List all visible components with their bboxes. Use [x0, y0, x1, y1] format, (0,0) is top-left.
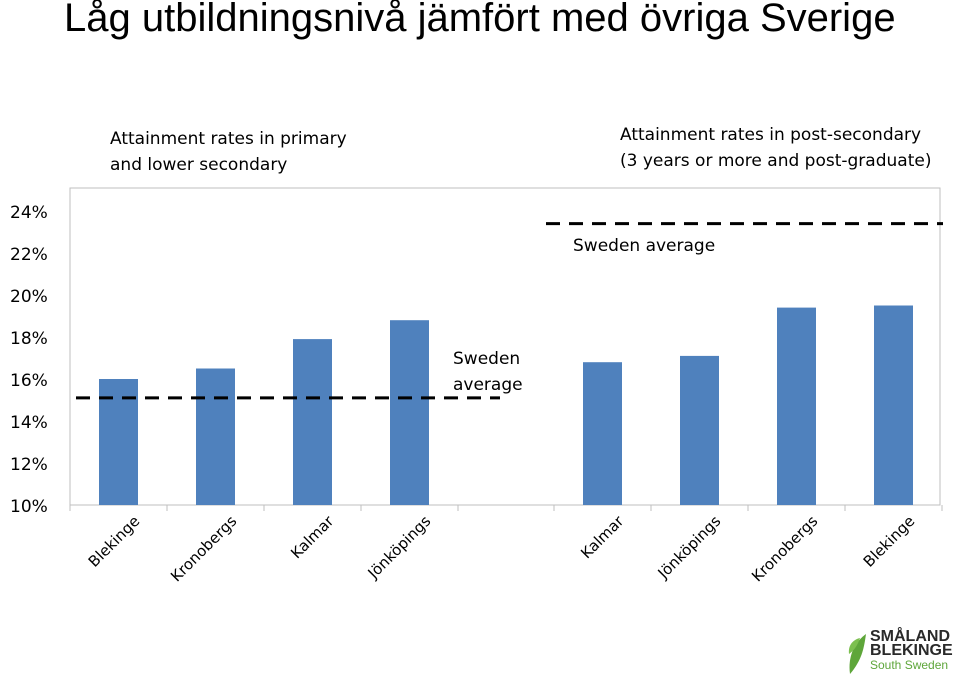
smaland-blekinge-logo: SMÅLAND BLEKINGE South Sweden [846, 628, 960, 677]
x-tick-label: Kalmar [577, 512, 628, 563]
logo-line-1: SMÅLAND [870, 628, 950, 645]
sweden-average-label: Sweden [453, 349, 520, 369]
x-tick-label: Blekinge [85, 512, 144, 571]
bar [293, 339, 332, 505]
bar [777, 307, 816, 505]
x-tick-label: Kalmar [287, 512, 338, 563]
y-tick-label: 24% [10, 203, 48, 223]
sweden-average-label: average [453, 375, 523, 395]
logo-line-2: BLEKINGE [870, 642, 953, 659]
logo-line-3: South Sweden [870, 658, 949, 672]
x-tick-label: Kronobergs [748, 512, 821, 585]
bar [390, 320, 429, 505]
y-tick-label: 18% [10, 329, 48, 349]
bar [874, 305, 913, 505]
panel-heading: Attainment rates in post-secondary [620, 125, 921, 145]
panel-heading: Attainment rates in primary [110, 129, 347, 149]
y-tick-label: 10% [10, 497, 48, 517]
y-tick-label: 14% [10, 413, 48, 433]
y-tick-label: 22% [10, 245, 48, 265]
y-tick-label: 20% [10, 287, 48, 307]
leaf-icon [848, 634, 866, 674]
x-tick-label: Jönköpings [654, 512, 725, 583]
slide-title: Låg utbildningsnivå jämfört med övriga S… [64, 0, 896, 40]
panel-heading: (3 years or more and post-graduate) [620, 151, 931, 171]
panel-heading: and lower secondary [110, 155, 287, 175]
bar [583, 362, 622, 505]
x-tick-label: Blekinge [860, 512, 919, 571]
sweden-average-label: Sweden average [573, 236, 715, 256]
x-tick-label: Kronobergs [167, 512, 240, 585]
y-tick-label: 16% [10, 371, 48, 391]
bar [680, 355, 719, 505]
x-tick-label: Jönköpings [364, 512, 435, 583]
bar [196, 368, 235, 505]
y-tick-label: 12% [10, 455, 48, 475]
bar [99, 379, 138, 505]
